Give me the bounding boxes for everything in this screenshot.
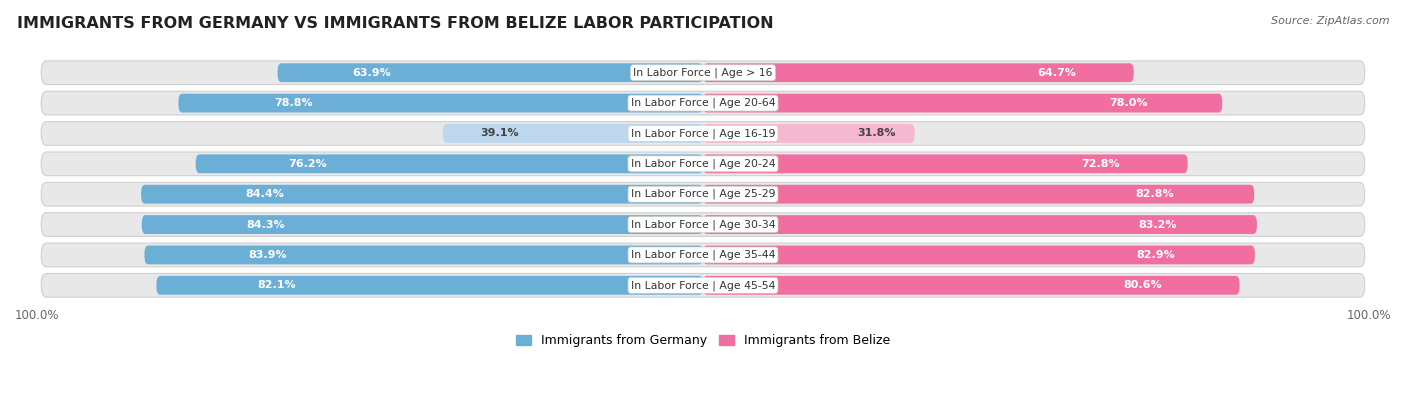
FancyBboxPatch shape (703, 276, 1240, 295)
FancyBboxPatch shape (141, 185, 703, 203)
Text: 82.8%: 82.8% (1136, 189, 1174, 199)
Text: Source: ZipAtlas.com: Source: ZipAtlas.com (1271, 16, 1389, 26)
Text: 84.3%: 84.3% (246, 220, 284, 229)
Text: 83.9%: 83.9% (247, 250, 287, 260)
FancyBboxPatch shape (195, 154, 703, 173)
Text: 39.1%: 39.1% (481, 128, 519, 139)
Text: In Labor Force | Age 35-44: In Labor Force | Age 35-44 (631, 250, 775, 260)
Text: IMMIGRANTS FROM GERMANY VS IMMIGRANTS FROM BELIZE LABOR PARTICIPATION: IMMIGRANTS FROM GERMANY VS IMMIGRANTS FR… (17, 16, 773, 31)
Text: 72.8%: 72.8% (1081, 159, 1119, 169)
Text: 80.6%: 80.6% (1123, 280, 1163, 290)
FancyBboxPatch shape (41, 91, 1365, 115)
Text: 63.9%: 63.9% (352, 68, 391, 78)
Text: 76.2%: 76.2% (288, 159, 326, 169)
Text: In Labor Force | Age 45-54: In Labor Force | Age 45-54 (631, 280, 775, 291)
Text: 82.9%: 82.9% (1136, 250, 1175, 260)
FancyBboxPatch shape (41, 152, 1365, 176)
Text: In Labor Force | Age 30-34: In Labor Force | Age 30-34 (631, 219, 775, 230)
FancyBboxPatch shape (277, 63, 703, 82)
FancyBboxPatch shape (703, 215, 1257, 234)
FancyBboxPatch shape (703, 185, 1254, 203)
FancyBboxPatch shape (703, 94, 1222, 113)
FancyBboxPatch shape (156, 276, 703, 295)
FancyBboxPatch shape (41, 122, 1365, 145)
Text: 83.2%: 83.2% (1137, 220, 1177, 229)
Text: 84.4%: 84.4% (245, 189, 284, 199)
FancyBboxPatch shape (41, 243, 1365, 267)
Text: In Labor Force | Age 20-24: In Labor Force | Age 20-24 (631, 158, 775, 169)
FancyBboxPatch shape (142, 215, 703, 234)
FancyBboxPatch shape (41, 61, 1365, 85)
Text: In Labor Force | Age 16-19: In Labor Force | Age 16-19 (631, 128, 775, 139)
FancyBboxPatch shape (703, 124, 915, 143)
Text: 64.7%: 64.7% (1036, 68, 1076, 78)
Text: 78.8%: 78.8% (274, 98, 314, 108)
FancyBboxPatch shape (179, 94, 703, 113)
Text: 31.8%: 31.8% (858, 128, 896, 139)
FancyBboxPatch shape (703, 63, 1133, 82)
Text: 82.1%: 82.1% (257, 280, 297, 290)
FancyBboxPatch shape (703, 246, 1256, 264)
FancyBboxPatch shape (41, 273, 1365, 297)
Text: In Labor Force | Age > 16: In Labor Force | Age > 16 (633, 68, 773, 78)
FancyBboxPatch shape (703, 154, 1188, 173)
FancyBboxPatch shape (443, 124, 703, 143)
FancyBboxPatch shape (145, 246, 703, 264)
FancyBboxPatch shape (41, 182, 1365, 206)
Text: In Labor Force | Age 25-29: In Labor Force | Age 25-29 (631, 189, 775, 199)
FancyBboxPatch shape (41, 213, 1365, 237)
Text: 78.0%: 78.0% (1109, 98, 1149, 108)
Text: In Labor Force | Age 20-64: In Labor Force | Age 20-64 (631, 98, 775, 108)
Legend: Immigrants from Germany, Immigrants from Belize: Immigrants from Germany, Immigrants from… (510, 329, 896, 352)
